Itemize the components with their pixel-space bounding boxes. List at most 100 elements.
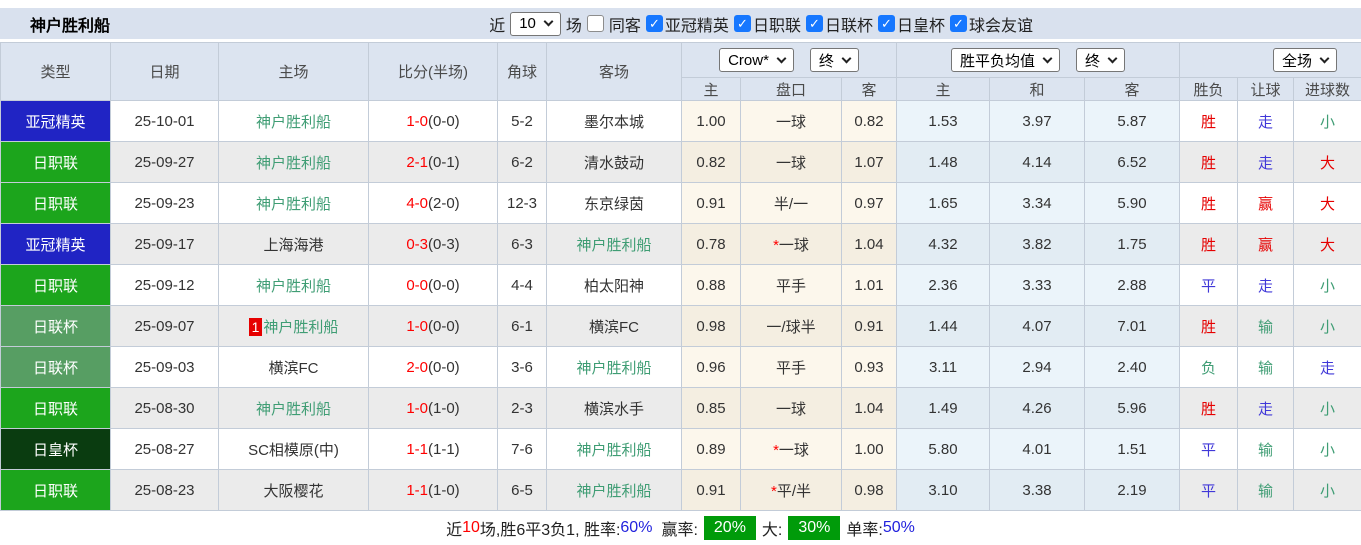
away-team-name[interactable]: 横滨FC	[589, 318, 639, 336]
score-cell: 1-1(1-0)	[368, 469, 498, 511]
away-team-name[interactable]: 神户胜利船	[576, 441, 652, 459]
full-time-score: 1-0	[406, 317, 428, 335]
chevron-down-icon	[1319, 53, 1330, 63]
euro-draw-odds: 3.38	[989, 469, 1085, 511]
away-team-name[interactable]: 横滨水手	[583, 400, 644, 418]
away-team-cell: 东京绿茵	[546, 182, 682, 224]
corner-count: 3-6	[497, 346, 547, 388]
away-team-name[interactable]: 东京绿茵	[583, 195, 644, 213]
same-venue-checkbox[interactable]	[586, 15, 604, 32]
result-handicap: 输	[1237, 346, 1294, 388]
home-team-name[interactable]: 神户胜利船	[255, 195, 331, 213]
competition-checkbox-acl[interactable]	[645, 15, 663, 32]
home-team-name[interactable]: 神户胜利船	[255, 154, 331, 172]
match-row: 日职联 25-09-23 神户胜利船 4-0(2-0) 12-3 东京绿茵 0.…	[0, 182, 1361, 224]
competition-filter-j1: 日职联	[733, 12, 801, 36]
away-team-name[interactable]: 神户胜利船	[576, 482, 652, 500]
asian-away-odds: 0.98	[841, 469, 897, 511]
home-team-name[interactable]: 神户胜利船	[255, 400, 331, 418]
competition-checkbox-j1[interactable]	[733, 15, 751, 32]
euro-stage-select[interactable]: 终	[1076, 48, 1126, 72]
home-team-name[interactable]: 上海海港	[263, 236, 324, 254]
corner-count: 6-1	[497, 305, 547, 347]
asian-home-odds: 1.00	[681, 100, 741, 142]
line-text: 半/一	[773, 195, 809, 213]
result-goals: 大	[1293, 223, 1361, 265]
asian-handicap-line: 平手	[740, 346, 842, 388]
home-team-cell: 横滨FC	[218, 346, 369, 388]
asian-stage-select[interactable]: 终	[809, 48, 859, 72]
competition-checkbox-emperor-cup[interactable]	[877, 15, 895, 32]
period-select[interactable]: 全场	[1272, 48, 1337, 72]
asian-handicap-line: 一球	[740, 100, 842, 142]
bookmaker-select[interactable]: Crow*	[719, 48, 794, 72]
away-team-name[interactable]: 柏太阳神	[583, 277, 644, 295]
home-team-name[interactable]: 神户胜利船	[263, 318, 339, 336]
home-team-cell: 神户胜利船	[218, 387, 369, 429]
euro-away-odds: 2.40	[1084, 346, 1180, 388]
line-text: 一球	[775, 154, 806, 172]
euro-home-odds: 1.53	[896, 100, 990, 142]
euro-source-select[interactable]: 胜平负均值	[950, 48, 1060, 72]
recent-count-select[interactable]: 10	[510, 11, 561, 36]
home-team-name[interactable]: 神户胜利船	[255, 277, 331, 295]
competition-label-emperor-cup: 日皇杯	[896, 17, 945, 35]
home-team-name[interactable]: 神户胜利船	[255, 113, 331, 131]
line-text: 平/半	[776, 482, 811, 500]
match-row: 亚冠精英 25-10-01 神户胜利船 1-0(0-0) 5-2 墨尔本城 1.…	[0, 100, 1361, 142]
result-goals: 小	[1293, 100, 1361, 142]
asian-away-odds: 1.07	[841, 141, 897, 183]
asian-home-odds: 0.78	[681, 223, 741, 265]
match-row: 日职联 25-09-12 神户胜利船 0-0(0-0) 4-4 柏太阳神 0.8…	[0, 264, 1361, 306]
asian-home-odds: 0.89	[681, 428, 741, 470]
corner-count: 6-2	[497, 141, 547, 183]
competition-filter-friendly: 球会友谊	[949, 12, 1033, 36]
home-team-cell: 上海海港	[218, 223, 369, 265]
competition-checkbox-friendly[interactable]	[949, 15, 967, 32]
asian-away-odds: 0.97	[841, 182, 897, 224]
euro-home-odds: 1.48	[896, 141, 990, 183]
away-team-cell: 神户胜利船	[546, 346, 682, 388]
euro-home-odds: 4.32	[896, 223, 990, 265]
away-team-name[interactable]: 神户胜利船	[576, 359, 652, 377]
line-star-mark: *	[770, 482, 777, 500]
home-team-name[interactable]: SC相模原(中)	[248, 441, 339, 459]
asian-home-odds: 0.98	[681, 305, 741, 347]
result-wdl: 平	[1179, 469, 1238, 511]
match-row: 日职联 25-08-30 神户胜利船 1-0(1-0) 2-3 横滨水手 0.8…	[0, 387, 1361, 429]
result-wdl: 胜	[1179, 182, 1238, 224]
half-time-score: (0-3)	[428, 235, 460, 253]
match-row: 日联杯 25-09-07 1 神户胜利船 1-0(0-0) 6-1 横滨FC 0.…	[0, 305, 1361, 347]
competition-badge: 日职联	[0, 469, 111, 511]
line-text: 一球	[775, 113, 806, 131]
away-team-name[interactable]: 清水鼓动	[583, 154, 644, 172]
home-team-name[interactable]: 横滨FC	[268, 359, 319, 377]
line-text: 一球	[778, 441, 809, 459]
home-team-name[interactable]: 大阪樱花	[263, 482, 324, 500]
euro-away-odds: 6.52	[1084, 141, 1180, 183]
away-team-name[interactable]: 墨尔本城	[583, 113, 644, 131]
euro-home-odds: 2.36	[896, 264, 990, 306]
competition-checkbox-league-cup[interactable]	[805, 15, 823, 32]
result-wdl: 平	[1179, 428, 1238, 470]
summary-odds-win-label: 赢率:	[661, 521, 698, 539]
score-cell: 2-1(0-1)	[368, 141, 498, 183]
asian-handicap-line: *一球	[740, 428, 842, 470]
euro-away-odds: 2.88	[1084, 264, 1180, 306]
away-team-name[interactable]: 神户胜利船	[576, 236, 652, 254]
asian-away-odds: 0.82	[841, 100, 897, 142]
competition-label-j1: 日职联	[752, 17, 801, 35]
match-date: 25-09-12	[110, 264, 219, 306]
away-team-cell: 清水鼓动	[546, 141, 682, 183]
summary-recent-count: 10	[462, 518, 480, 536]
full-time-score: 1-0	[406, 112, 428, 130]
asian-home-odds: 0.82	[681, 141, 741, 183]
asian-handicap-line: *一球	[740, 223, 842, 265]
score-cell: 2-0(0-0)	[368, 346, 498, 388]
home-team-cell: 神户胜利船	[218, 182, 369, 224]
col-header-away: 客场	[546, 42, 682, 101]
col-header-type: 类型	[0, 42, 111, 101]
euro-draw-odds: 4.14	[989, 141, 1085, 183]
line-text: 一/球半	[766, 318, 816, 336]
